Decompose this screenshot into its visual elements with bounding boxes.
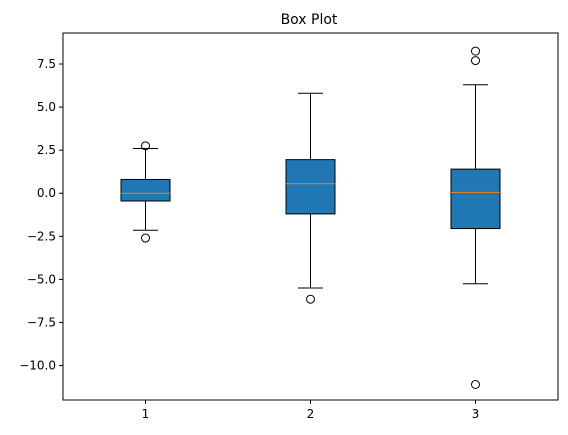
x-tick-label: 3 [472,407,480,421]
outlier-point [471,56,480,66]
box-series-2 [285,92,336,304]
plot-area [120,46,501,389]
y-axis: 7.5 5.0 2.5 0.0 −2.5 −5.0 −7.5 −10.0 [19,57,63,373]
y-tick-label: 5.0 [37,100,56,114]
outlier-point [471,46,480,56]
y-tick-label: −10.0 [19,359,56,373]
outlier-point [471,379,480,389]
y-tick-label: 7.5 [37,57,56,71]
chart-title: Box Plot [281,12,338,28]
outlier-point [306,294,315,304]
box-iqr [450,168,501,230]
box-series-1 [120,141,171,243]
outlier-point [141,233,150,243]
box-series-3 [450,46,501,389]
y-tick-label: 0.0 [37,186,56,200]
y-tick-label: −2.5 [27,229,56,243]
y-tick-label: −7.5 [27,315,56,329]
box-iqr [120,178,171,202]
y-tick-label: −5.0 [27,272,56,286]
x-tick-label: 2 [307,407,315,421]
box-iqr [285,159,336,215]
outlier-point [141,141,150,151]
x-tick-label: 1 [142,407,150,421]
x-axis: 1 2 3 [142,400,480,421]
y-tick-label: 2.5 [37,143,56,157]
